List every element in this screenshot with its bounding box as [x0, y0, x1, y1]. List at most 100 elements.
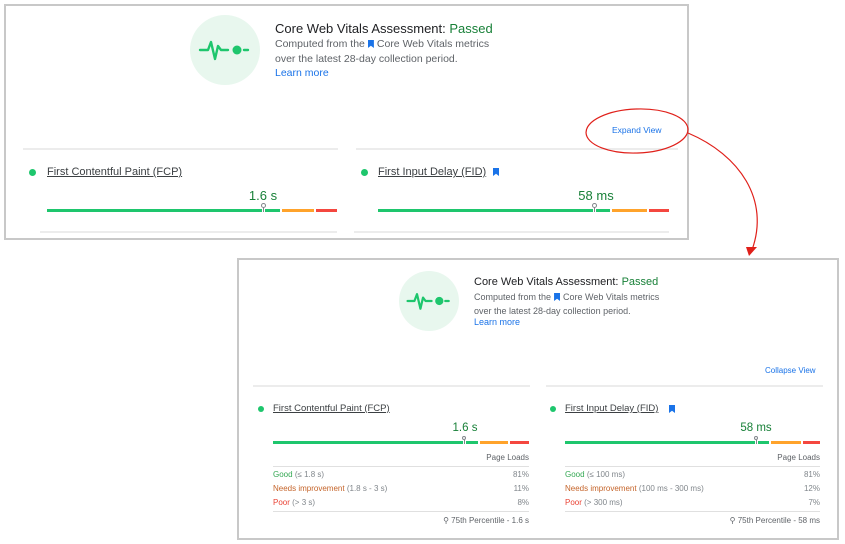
fcp-bar-needs-improvement: [480, 441, 508, 444]
status-good-dot: [361, 169, 368, 176]
percentile-marker-icon: [754, 436, 758, 440]
divider-bottom-fcp: [40, 231, 337, 233]
row-range: (> 300 ms): [584, 498, 623, 507]
row-label: Needs improvement: [565, 484, 637, 493]
heartbeat-pulse-icon: [399, 271, 459, 331]
bookmark-icon: [493, 168, 499, 176]
row-range: (≤ 1.8 s): [294, 470, 325, 479]
percentile-text: 75th Percentile - 1.6 s: [451, 516, 529, 525]
distribution-header: Page Loads: [777, 453, 820, 462]
fcp-bar-poor: [316, 209, 337, 212]
distribution-row-needs-improvement: Needs improvement (100 ms - 300 ms): [565, 484, 704, 493]
percentile-text: 75th Percentile - 58 ms: [737, 516, 820, 525]
bookmark-icon: [367, 40, 374, 48]
assessment-description: Computed from the Core Web Vitals metrics…: [275, 37, 489, 67]
distribution-pct-needs-improvement: 12%: [803, 484, 820, 493]
distribution-row-poor: Poor (> 300 ms): [565, 498, 623, 507]
heartbeat-pulse-icon: [190, 15, 260, 85]
assessment-status: Passed: [621, 276, 659, 288]
desc-prefix: Computed from the: [474, 292, 552, 302]
assessment-description: Computed from the Core Web Vitals metrics…: [474, 290, 659, 318]
percentile-marker-stem: [263, 207, 264, 212]
distribution-pct-good: 81%: [803, 470, 820, 479]
divider-bottom-fid: [354, 231, 669, 233]
expand-view-link[interactable]: Expand View: [612, 125, 662, 135]
distribution-row-good: Good (≤ 1.8 s): [273, 470, 324, 479]
assessment-title: Core Web Vitals Assessment: Passed: [275, 21, 493, 36]
distribution-pct-needs-improvement: 11%: [513, 484, 529, 493]
learn-more-link[interactable]: Learn more: [474, 317, 521, 327]
bookmark-icon: [669, 405, 675, 413]
metric-fcp-value: 1.6 s: [248, 188, 278, 203]
fcp-bar-good-rest: [466, 441, 478, 444]
distribution-pct-good: 81%: [512, 470, 529, 479]
status-good-dot: [29, 169, 36, 176]
cwv-panel-expanded: [237, 258, 839, 540]
desc-line2: over the latest 28-day collection period…: [275, 53, 458, 65]
row-range: (100 ms - 300 ms): [638, 484, 704, 493]
fid-bar-poor: [803, 441, 820, 444]
row-range: (1.8 s - 3 s): [346, 484, 388, 493]
distribution-pct-poor: 8%: [517, 498, 529, 507]
metric-fcp-link[interactable]: First Contentful Paint (FCP): [47, 166, 183, 178]
distribution-row-good: Good (≤ 100 ms): [565, 470, 625, 479]
metric-fid-value: 58 ms: [740, 422, 772, 434]
row-range: (≤ 100 ms): [586, 470, 625, 479]
fcp-bar-poor: [510, 441, 529, 444]
desc-prefix: Computed from the: [275, 38, 365, 50]
fcp-bar-needs-improvement: [282, 209, 314, 212]
fid-bar-good: [565, 441, 755, 444]
assessment-label: Core Web Vitals Assessment:: [474, 276, 619, 288]
percentile-summary: ⚲ 75th Percentile - 1.6 s: [409, 516, 529, 525]
distribution-top-line: [273, 466, 529, 467]
learn-more-link[interactable]: Learn more: [275, 67, 329, 79]
percentile-pin-icon: ⚲: [729, 516, 736, 525]
distribution-row-needs-improvement: Needs improvement (1.8 s - 3 s): [273, 484, 387, 493]
fid-bar-needs-improvement: [612, 209, 647, 212]
percentile-marker-stem: [464, 440, 465, 444]
distribution-bottom-line: [565, 511, 820, 512]
row-label: Poor: [565, 498, 582, 507]
percentile-marker-icon: [462, 436, 466, 440]
assessment-title: Core Web Vitals Assessment: Passed: [474, 276, 658, 288]
row-label: Good: [273, 470, 293, 479]
distribution-pct-poor: 7%: [808, 498, 820, 507]
metric-fid-link[interactable]: First Input Delay (FID): [378, 166, 487, 178]
metric-fcp-link[interactable]: First Contentful Paint (FCP): [273, 403, 390, 414]
percentile-marker-stem: [594, 207, 595, 212]
assessment-label: Core Web Vitals Assessment:: [275, 21, 446, 36]
divider-fcp: [23, 148, 338, 150]
distribution-top-line: [565, 466, 820, 467]
metric-fid-link[interactable]: First Input Delay (FID): [565, 403, 659, 414]
status-good-dot: [258, 406, 264, 412]
divider-fid: [356, 148, 678, 150]
bookmark-icon: [554, 293, 561, 301]
row-range: (> 3 s): [292, 498, 316, 507]
collapse-view-link[interactable]: Collapse View: [765, 366, 816, 375]
metric-fcp-value: 1.6 s: [452, 422, 478, 434]
divider-fcp: [253, 385, 530, 387]
row-label: Good: [565, 470, 585, 479]
row-label: Poor: [273, 498, 290, 507]
distribution-row-poor: Poor (> 3 s): [273, 498, 315, 507]
metric-fid-value: 58 ms: [578, 188, 614, 203]
desc-suffix: Core Web Vitals metrics: [376, 38, 490, 50]
assessment-status: Passed: [449, 21, 493, 36]
desc-suffix: Core Web Vitals metrics: [563, 292, 660, 302]
divider-fid: [546, 385, 823, 387]
status-good-dot: [550, 406, 556, 412]
desc-line2: over the latest 28-day collection period…: [474, 306, 631, 316]
fcp-bar-good: [47, 209, 262, 212]
fid-bar-poor: [649, 209, 669, 212]
percentile-pin-icon: ⚲: [443, 516, 449, 525]
distribution-header: Page Loads: [486, 453, 529, 462]
fid-bar-good: [378, 209, 593, 212]
fid-bar-needs-improvement: [771, 441, 801, 444]
distribution-bottom-line: [273, 511, 529, 512]
fcp-bar-good: [273, 441, 463, 444]
cwv-panel-collapsed: [4, 4, 689, 240]
fid-bar-good-rest: [596, 209, 610, 212]
row-label: Needs improvement: [273, 484, 345, 493]
fcp-bar-good-rest: [265, 209, 280, 212]
fid-bar-good-rest: [758, 441, 769, 444]
